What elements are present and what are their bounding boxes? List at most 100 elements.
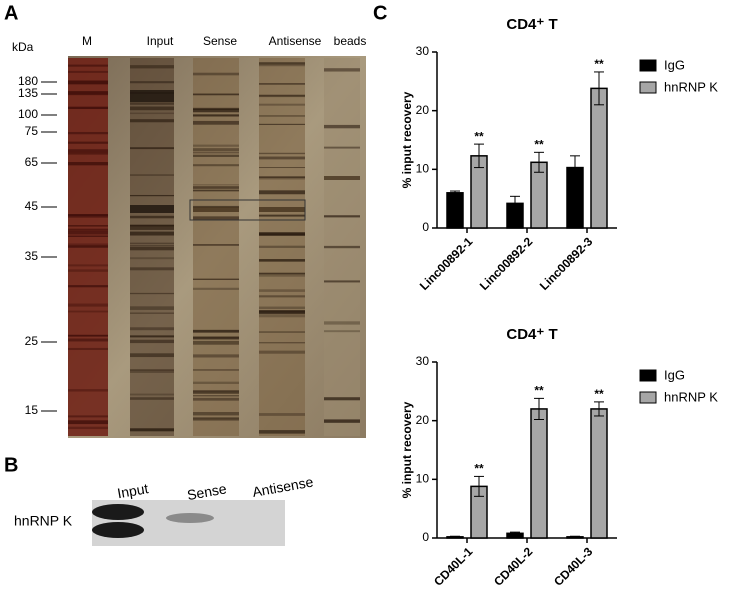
- gel-band: [193, 72, 239, 76]
- gel-band: [259, 94, 305, 97]
- legend-swatch: [639, 81, 657, 94]
- gel-band: [193, 354, 239, 358]
- gel-band: [130, 65, 174, 69]
- lane-label: Antisense: [269, 34, 322, 48]
- gel-band: [259, 190, 305, 195]
- gel-band: [68, 235, 108, 237]
- marker-label: 75: [25, 124, 39, 138]
- gel-band: [68, 225, 108, 227]
- y-tick-label: 0: [422, 530, 429, 544]
- lane-label: M: [82, 34, 92, 48]
- gel-image: [68, 56, 366, 438]
- gel-band: [68, 303, 108, 305]
- error-bar: [534, 397, 544, 420]
- gel-band: [130, 205, 174, 213]
- lane-label: beads: [334, 34, 367, 48]
- gel-band: [259, 342, 305, 344]
- y-tick-label: 10: [416, 472, 430, 486]
- y-tick-label: 30: [416, 354, 430, 368]
- protein-label: hnRNP K: [14, 513, 73, 529]
- gel-band: [68, 230, 108, 235]
- legend-label: IgG: [664, 367, 685, 382]
- lane-label: Input: [116, 480, 150, 501]
- gel-band: [130, 428, 174, 432]
- gel-band: [193, 369, 239, 371]
- y-tick-label: 30: [416, 44, 430, 58]
- gel-band: [259, 295, 305, 298]
- gel-band: [193, 93, 239, 96]
- gel-band: [259, 95, 305, 98]
- significance: **: [474, 462, 484, 476]
- gel-band: [68, 338, 108, 342]
- gel-band: [130, 81, 174, 84]
- gel-band: [130, 369, 174, 373]
- gel-band: [259, 232, 305, 235]
- legend-label: hnRNP K: [664, 389, 718, 404]
- gel-band: [193, 189, 239, 192]
- bar: [446, 192, 464, 229]
- gel-band: [68, 269, 108, 272]
- gel-band: [193, 205, 239, 208]
- marker-label: 45: [25, 199, 39, 213]
- error-bar: [570, 535, 580, 538]
- gel-band: [193, 395, 239, 397]
- gel-band: [68, 106, 108, 110]
- gel-band: [193, 109, 239, 113]
- gel-band: [259, 331, 305, 333]
- gel-band: [259, 245, 305, 248]
- gel-band: [324, 176, 360, 180]
- legend-label: IgG: [664, 57, 685, 72]
- blot-image: [92, 500, 285, 546]
- gel-band: [68, 141, 108, 144]
- gel-band: [193, 381, 239, 384]
- gel-band: [68, 420, 108, 425]
- error-bar: [450, 535, 460, 538]
- gel-band: [259, 272, 305, 275]
- gel-band: [193, 148, 239, 152]
- gel-band: [68, 70, 108, 73]
- panel-label: A: [4, 2, 18, 24]
- gel-band: [259, 176, 305, 180]
- marker-label: 25: [25, 334, 39, 348]
- gel-band: [259, 259, 305, 262]
- gel-band: [68, 228, 108, 232]
- gel-band: [68, 245, 108, 248]
- gel-band: [193, 184, 239, 186]
- gel-band: [259, 62, 305, 65]
- gel-band: [68, 228, 108, 230]
- gel-band: [324, 124, 360, 129]
- gel-band: [193, 186, 239, 189]
- y-tick-label: 20: [416, 413, 430, 427]
- gel-band: [68, 214, 108, 218]
- gel-band: [130, 353, 174, 358]
- gel-band: [130, 147, 174, 150]
- significance: **: [534, 384, 544, 398]
- error-bar: [594, 71, 604, 106]
- gel-band: [324, 280, 360, 283]
- gel-band: [193, 244, 239, 246]
- marker-label: 180: [18, 74, 38, 88]
- significance: **: [534, 137, 544, 151]
- gel-band: [324, 419, 360, 423]
- gel-band: [193, 152, 239, 154]
- gel-band: [68, 152, 108, 155]
- gel-band: [324, 146, 360, 149]
- legend-swatch: [639, 59, 657, 72]
- gel-band: [68, 64, 108, 67]
- legend-label: hnRNP K: [664, 79, 718, 94]
- gel-band: [259, 214, 305, 217]
- gel-band: [130, 428, 174, 432]
- gel-band: [68, 285, 108, 288]
- highlight-box: [189, 199, 306, 221]
- gel-band: [130, 226, 174, 230]
- marker-label: 100: [18, 107, 38, 121]
- gel-band: [193, 390, 239, 393]
- gel-band: [130, 292, 174, 295]
- gel-band: [130, 194, 174, 197]
- gel-band: [259, 176, 305, 179]
- gel-band: [193, 397, 239, 401]
- gel-band: [259, 314, 305, 318]
- panel-label: C: [373, 2, 387, 24]
- y-tick-label: 10: [416, 162, 430, 176]
- gel-band: [130, 174, 174, 176]
